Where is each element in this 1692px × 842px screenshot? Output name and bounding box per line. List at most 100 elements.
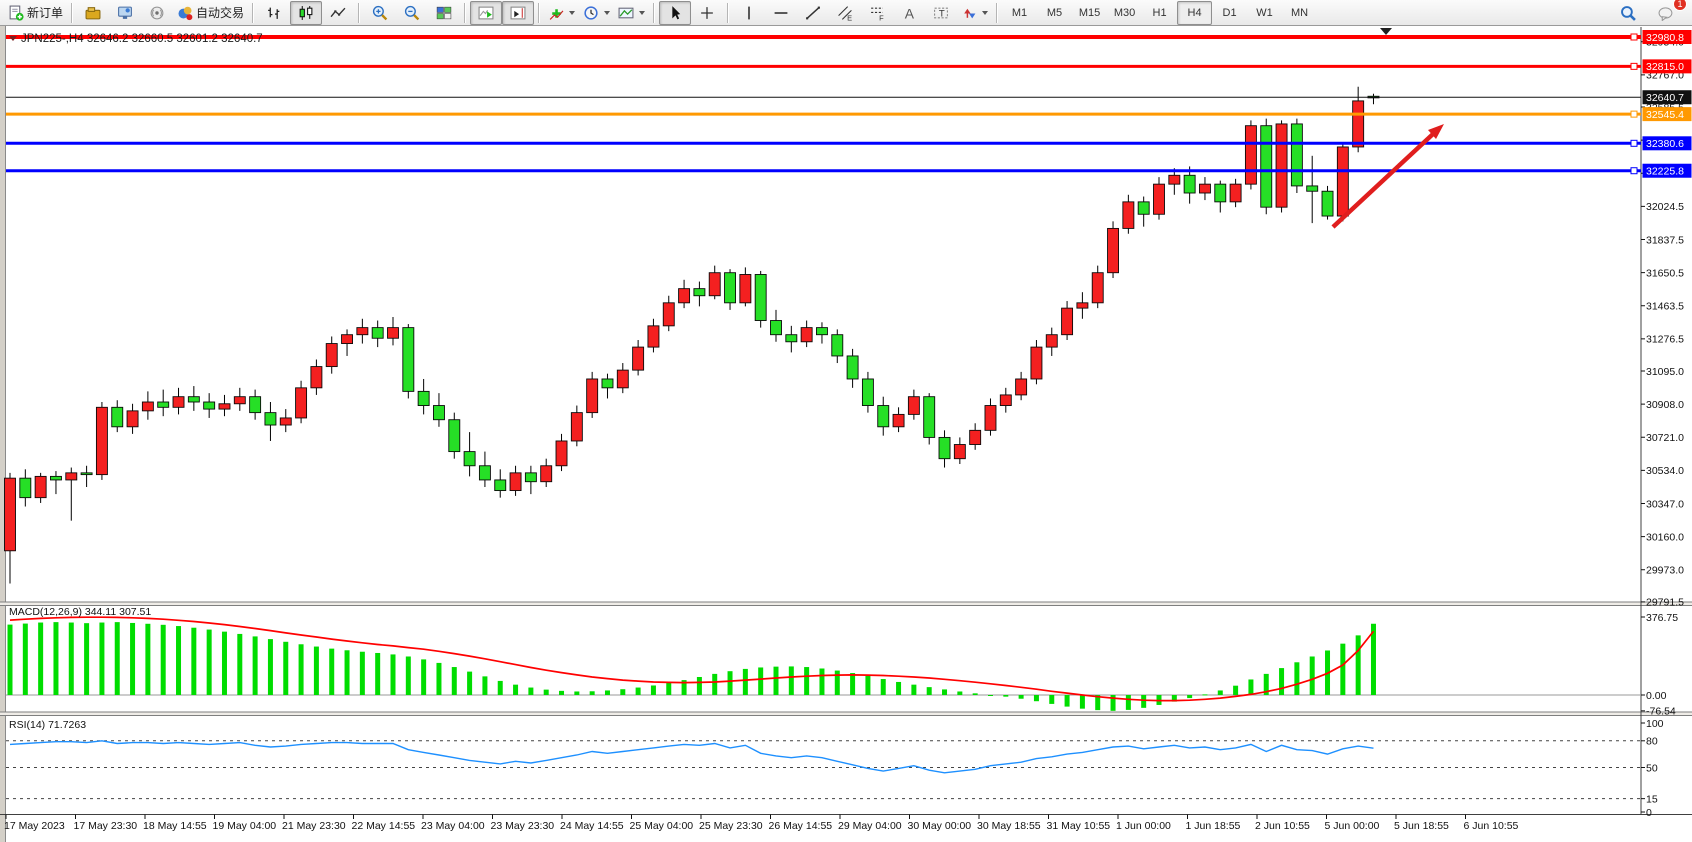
charts-button[interactable] (77, 1, 109, 25)
autotrade-button[interactable]: 自动交易 (173, 1, 248, 25)
symbol-dropdown-icon[interactable] (9, 36, 17, 41)
trend-arrow[interactable] (1331, 124, 1444, 229)
text-icon: A (901, 5, 917, 21)
candle-body (1061, 307, 1074, 336)
candle-body (448, 419, 461, 453)
candle-body (938, 436, 951, 460)
macd-bar (130, 622, 136, 695)
rsi-line (9, 740, 1374, 774)
time-label: 24 May 14:55 (560, 820, 624, 832)
equidistant-channel-button[interactable]: E (829, 1, 861, 25)
macd-bar (574, 691, 580, 695)
timeframe-m5-button[interactable]: M5 (1046, 6, 1063, 19)
equidistant-channel-icon: E (837, 5, 853, 21)
timeframe-h4-button[interactable]: H4 (1177, 0, 1213, 25)
chevron-down-icon[interactable] (639, 11, 646, 18)
line-chart-button[interactable] (322, 1, 354, 25)
toolbar-separator (252, 2, 255, 23)
horizontal-line-button[interactable] (765, 1, 797, 25)
price-tag (1642, 59, 1692, 74)
line-chart-icon (330, 5, 346, 21)
line-handle[interactable] (1630, 33, 1638, 41)
candle-body (846, 355, 859, 380)
cursor-button[interactable] (659, 0, 692, 25)
macd-bar (1171, 695, 1177, 702)
templates-icon (618, 5, 634, 21)
zoom-in-button[interactable] (364, 1, 396, 25)
panel-separator[interactable] (0, 602, 1692, 606)
crosshair-button[interactable] (691, 1, 723, 25)
time-label: 2 Jun 10:55 (1255, 820, 1310, 832)
macd-bar (1309, 656, 1315, 695)
vertical-line-button[interactable] (733, 1, 765, 25)
timeframe-d1-button[interactable]: D1 (1222, 6, 1237, 19)
chevron-down-icon[interactable] (982, 11, 989, 18)
periods-button[interactable] (579, 1, 614, 25)
candle-body (616, 369, 629, 389)
bar-chart-icon (266, 5, 282, 21)
macd-bar (865, 675, 871, 695)
line-handle[interactable] (1630, 139, 1638, 147)
text-button[interactable]: A (893, 1, 925, 25)
line-handle[interactable] (1630, 110, 1638, 118)
candle-body (1153, 183, 1165, 215)
price-tick-label: 30534.0 (1646, 465, 1684, 477)
arrows-button[interactable] (957, 1, 992, 25)
candle-body (1030, 346, 1043, 380)
macd-bar (926, 687, 932, 695)
timeframe-h1-button[interactable]: H1 (1152, 6, 1167, 19)
time-label: 6 Jun 10:55 (1464, 820, 1519, 832)
timeframe-mn-button[interactable]: MN (1290, 6, 1309, 19)
templates-button[interactable] (614, 1, 649, 25)
tile-windows-button[interactable] (428, 1, 460, 25)
chart-area[interactable]: 32954.032767.032585.532398.532211.532024… (0, 26, 1692, 842)
time-label: 25 May 23:30 (699, 820, 763, 832)
time-label: 1 Jun 00:00 (1116, 820, 1171, 832)
chevron-down-icon[interactable] (569, 11, 576, 18)
zoom-out-button[interactable] (396, 1, 428, 25)
macd-panel: 376.75 0.00 -76.54 MACD(12,26,9) 344.11 307… (6, 606, 1678, 718)
candle-body (279, 417, 292, 426)
search-button[interactable] (1612, 1, 1644, 25)
line-handle[interactable] (1630, 62, 1638, 70)
notifications-button[interactable]: 1 (1650, 0, 1687, 25)
auto-scroll-button[interactable] (470, 0, 503, 25)
macd-bar (1217, 690, 1223, 695)
macd-bar (497, 680, 503, 695)
timeframe-m30-button[interactable]: M30 (1113, 6, 1136, 19)
toolbar-separator (71, 2, 74, 23)
text-label-button[interactable]: T (925, 1, 957, 25)
timeframe-m1-button[interactable]: M1 (1011, 6, 1028, 19)
metaeditor-button[interactable] (109, 1, 141, 25)
panel-separator[interactable] (0, 712, 1692, 716)
indicators-button[interactable] (544, 1, 579, 25)
macd-bar (819, 668, 825, 695)
time-label: 19 May 04:00 (213, 820, 277, 832)
macd-bar (421, 659, 427, 695)
candlestick-button[interactable] (290, 0, 323, 25)
crosshair-icon (699, 5, 715, 21)
chart-shift-marker[interactable] (1380, 28, 1392, 35)
trendline-button[interactable] (797, 1, 829, 25)
candle-body (678, 288, 691, 304)
candle-body (478, 465, 491, 481)
bar-chart-button[interactable] (258, 1, 290, 25)
chevron-down-icon[interactable] (604, 11, 611, 18)
fibonacci-button[interactable]: F (861, 1, 893, 25)
time-axis[interactable]: 17 May 2023 17 May 23:30 18 May 14:55 19 Ma… (4, 814, 1519, 833)
signals-button[interactable] (141, 1, 173, 25)
timeframe-w1-button[interactable]: W1 (1256, 6, 1273, 19)
new-order-button[interactable]: 新订单 (4, 1, 67, 25)
candle-body (356, 327, 369, 336)
line-handle[interactable] (1630, 167, 1638, 175)
macd-bar (834, 670, 840, 695)
candle-body (647, 325, 660, 348)
price-tick-label: 31837.5 (1646, 234, 1684, 246)
time-label: 21 May 23:30 (282, 820, 346, 832)
price-tags: 32980.8 32815.0 32640.7 32545.4 32380.6 32225… (1642, 30, 1692, 178)
timeframe-m15-button[interactable]: M15 (1078, 6, 1101, 19)
candle-body (1321, 190, 1334, 217)
text-label-icon: T (933, 5, 949, 21)
macd-bar (1202, 694, 1208, 696)
chart-shift-button[interactable] (502, 0, 535, 25)
